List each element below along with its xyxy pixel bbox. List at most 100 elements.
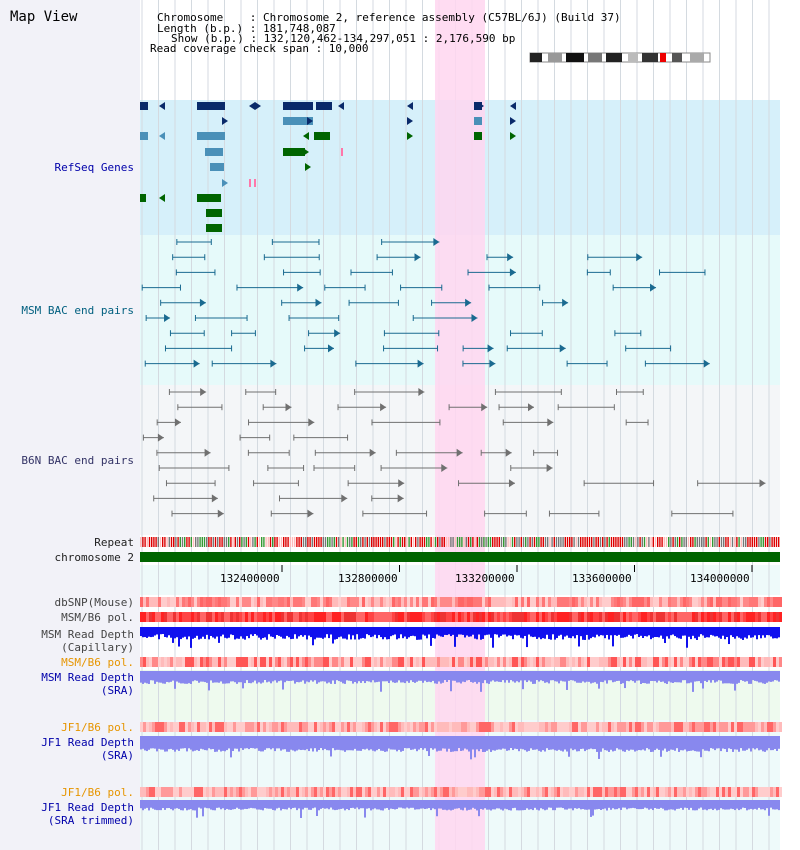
heat-cell: [578, 597, 581, 607]
heat-cell: [230, 612, 233, 622]
heat-cell: [329, 597, 332, 607]
heat-cell: [401, 612, 404, 622]
heat-cell: [677, 722, 680, 732]
heat-cell: [608, 657, 611, 667]
depth-bar: [312, 671, 314, 682]
track-label-jf1-depth-trimmed[interactable]: JF1 Read Depth: [41, 801, 134, 814]
depth-bar: [390, 800, 392, 809]
heat-cell: [776, 597, 779, 607]
heat-cell: [572, 597, 575, 607]
depth-bar: [492, 736, 494, 751]
track-label-dbsnp[interactable]: dbSNP(Mouse): [54, 596, 134, 609]
track-label-chromosome[interactable]: chromosome 2: [54, 551, 134, 564]
heat-cell: [233, 722, 236, 732]
heat-cell: [530, 612, 533, 622]
depth-bar: [602, 627, 604, 636]
track-label-msm-depth-sra[interactable]: MSM Read Depth: [41, 671, 134, 684]
heat-cell: [239, 787, 242, 797]
track-label-msm-bac[interactable]: MSM BAC end pairs: [21, 304, 134, 317]
heat-cell: [215, 787, 218, 797]
track-label-b6n-bac[interactable]: B6N BAC end pairs: [21, 454, 134, 467]
depth-bar: [462, 671, 464, 682]
track-label-refseq[interactable]: RefSeq Genes: [54, 161, 134, 174]
depth-bar: [502, 627, 504, 635]
depth-bar: [312, 627, 314, 646]
track-label-jf1-depth-sra[interactable]: JF1 Read Depth: [41, 736, 134, 749]
heat-cell: [257, 787, 260, 797]
repeat-feature: [476, 537, 478, 547]
heat-cell: [725, 657, 728, 667]
track-label-msm-b6-pol-1[interactable]: MSM/B6 pol.: [61, 611, 134, 624]
depth-bar: [194, 671, 196, 681]
heat-cell: [662, 657, 665, 667]
heat-cell: [497, 657, 500, 667]
depth-bar: [620, 627, 622, 638]
heat-cell: [719, 722, 722, 732]
heat-cell: [299, 657, 302, 667]
heat-cell: [389, 657, 392, 667]
depth-bar: [424, 671, 426, 681]
depth-bar: [338, 671, 340, 682]
heat-cell: [410, 612, 413, 622]
heat-cell: [212, 722, 215, 732]
repeat-feature: [538, 537, 540, 547]
depth-bar: [776, 800, 778, 810]
heat-cell: [194, 597, 197, 607]
repeat-feature: [179, 537, 181, 547]
depth-bar: [350, 736, 352, 751]
repeat-feature: [500, 537, 503, 547]
depth-bar: [404, 800, 406, 809]
heat-cell: [440, 657, 443, 667]
heat-cell: [752, 657, 755, 667]
depth-bar: [656, 627, 658, 638]
depth-bar: [172, 671, 174, 681]
track-label-msm-depth-capillary[interactable]: MSM Read Depth: [41, 628, 134, 641]
depth-bar: [428, 800, 430, 809]
depth-bar: [264, 671, 266, 681]
depth-bar: [166, 736, 168, 752]
depth-bar: [476, 627, 478, 640]
heat-cell: [305, 612, 308, 622]
heat-cell: [587, 722, 590, 732]
track-label-msm-b6-pol-2[interactable]: MSM/B6 pol.: [61, 656, 134, 669]
heat-cell: [167, 787, 170, 797]
depth-bar: [320, 671, 322, 682]
depth-bar: [770, 800, 772, 808]
heat-cell: [665, 657, 668, 667]
heat-cell: [449, 612, 452, 622]
depth-bar: [598, 736, 600, 759]
depth-bar: [300, 736, 302, 751]
heat-cell: [179, 722, 182, 732]
repeat-feature: [335, 537, 338, 547]
heat-cell: [650, 597, 653, 607]
repeat-feature: [274, 537, 276, 547]
track-label-jf1-pol-1[interactable]: JF1/B6 pol.: [61, 721, 134, 734]
depth-bar: [426, 627, 428, 639]
depth-bar: [388, 627, 390, 640]
heat-cell: [170, 787, 173, 797]
depth-bar: [772, 627, 774, 639]
depth-bar: [432, 627, 434, 638]
depth-bar: [604, 800, 606, 809]
track-label-repeat[interactable]: Repeat: [94, 536, 134, 549]
depth-bar: [682, 627, 684, 636]
heat-cell: [176, 597, 179, 607]
depth-bar: [722, 800, 724, 810]
depth-bar: [240, 627, 242, 637]
heat-cell: [734, 722, 737, 732]
depth-bar: [702, 627, 704, 636]
depth-bar: [394, 671, 396, 683]
depth-bar: [290, 627, 292, 640]
depth-bar: [334, 671, 336, 684]
heat-cell: [212, 787, 215, 797]
depth-bar: [676, 800, 678, 809]
heat-cell: [167, 657, 170, 667]
depth-bar: [334, 736, 336, 751]
track-label-jf1-pol-2[interactable]: JF1/B6 pol.: [61, 786, 134, 799]
depth-bar: [380, 736, 382, 751]
heat-cell: [497, 787, 500, 797]
depth-bar: [336, 736, 338, 750]
heat-cell: [722, 787, 725, 797]
repeat-feature: [269, 537, 272, 547]
